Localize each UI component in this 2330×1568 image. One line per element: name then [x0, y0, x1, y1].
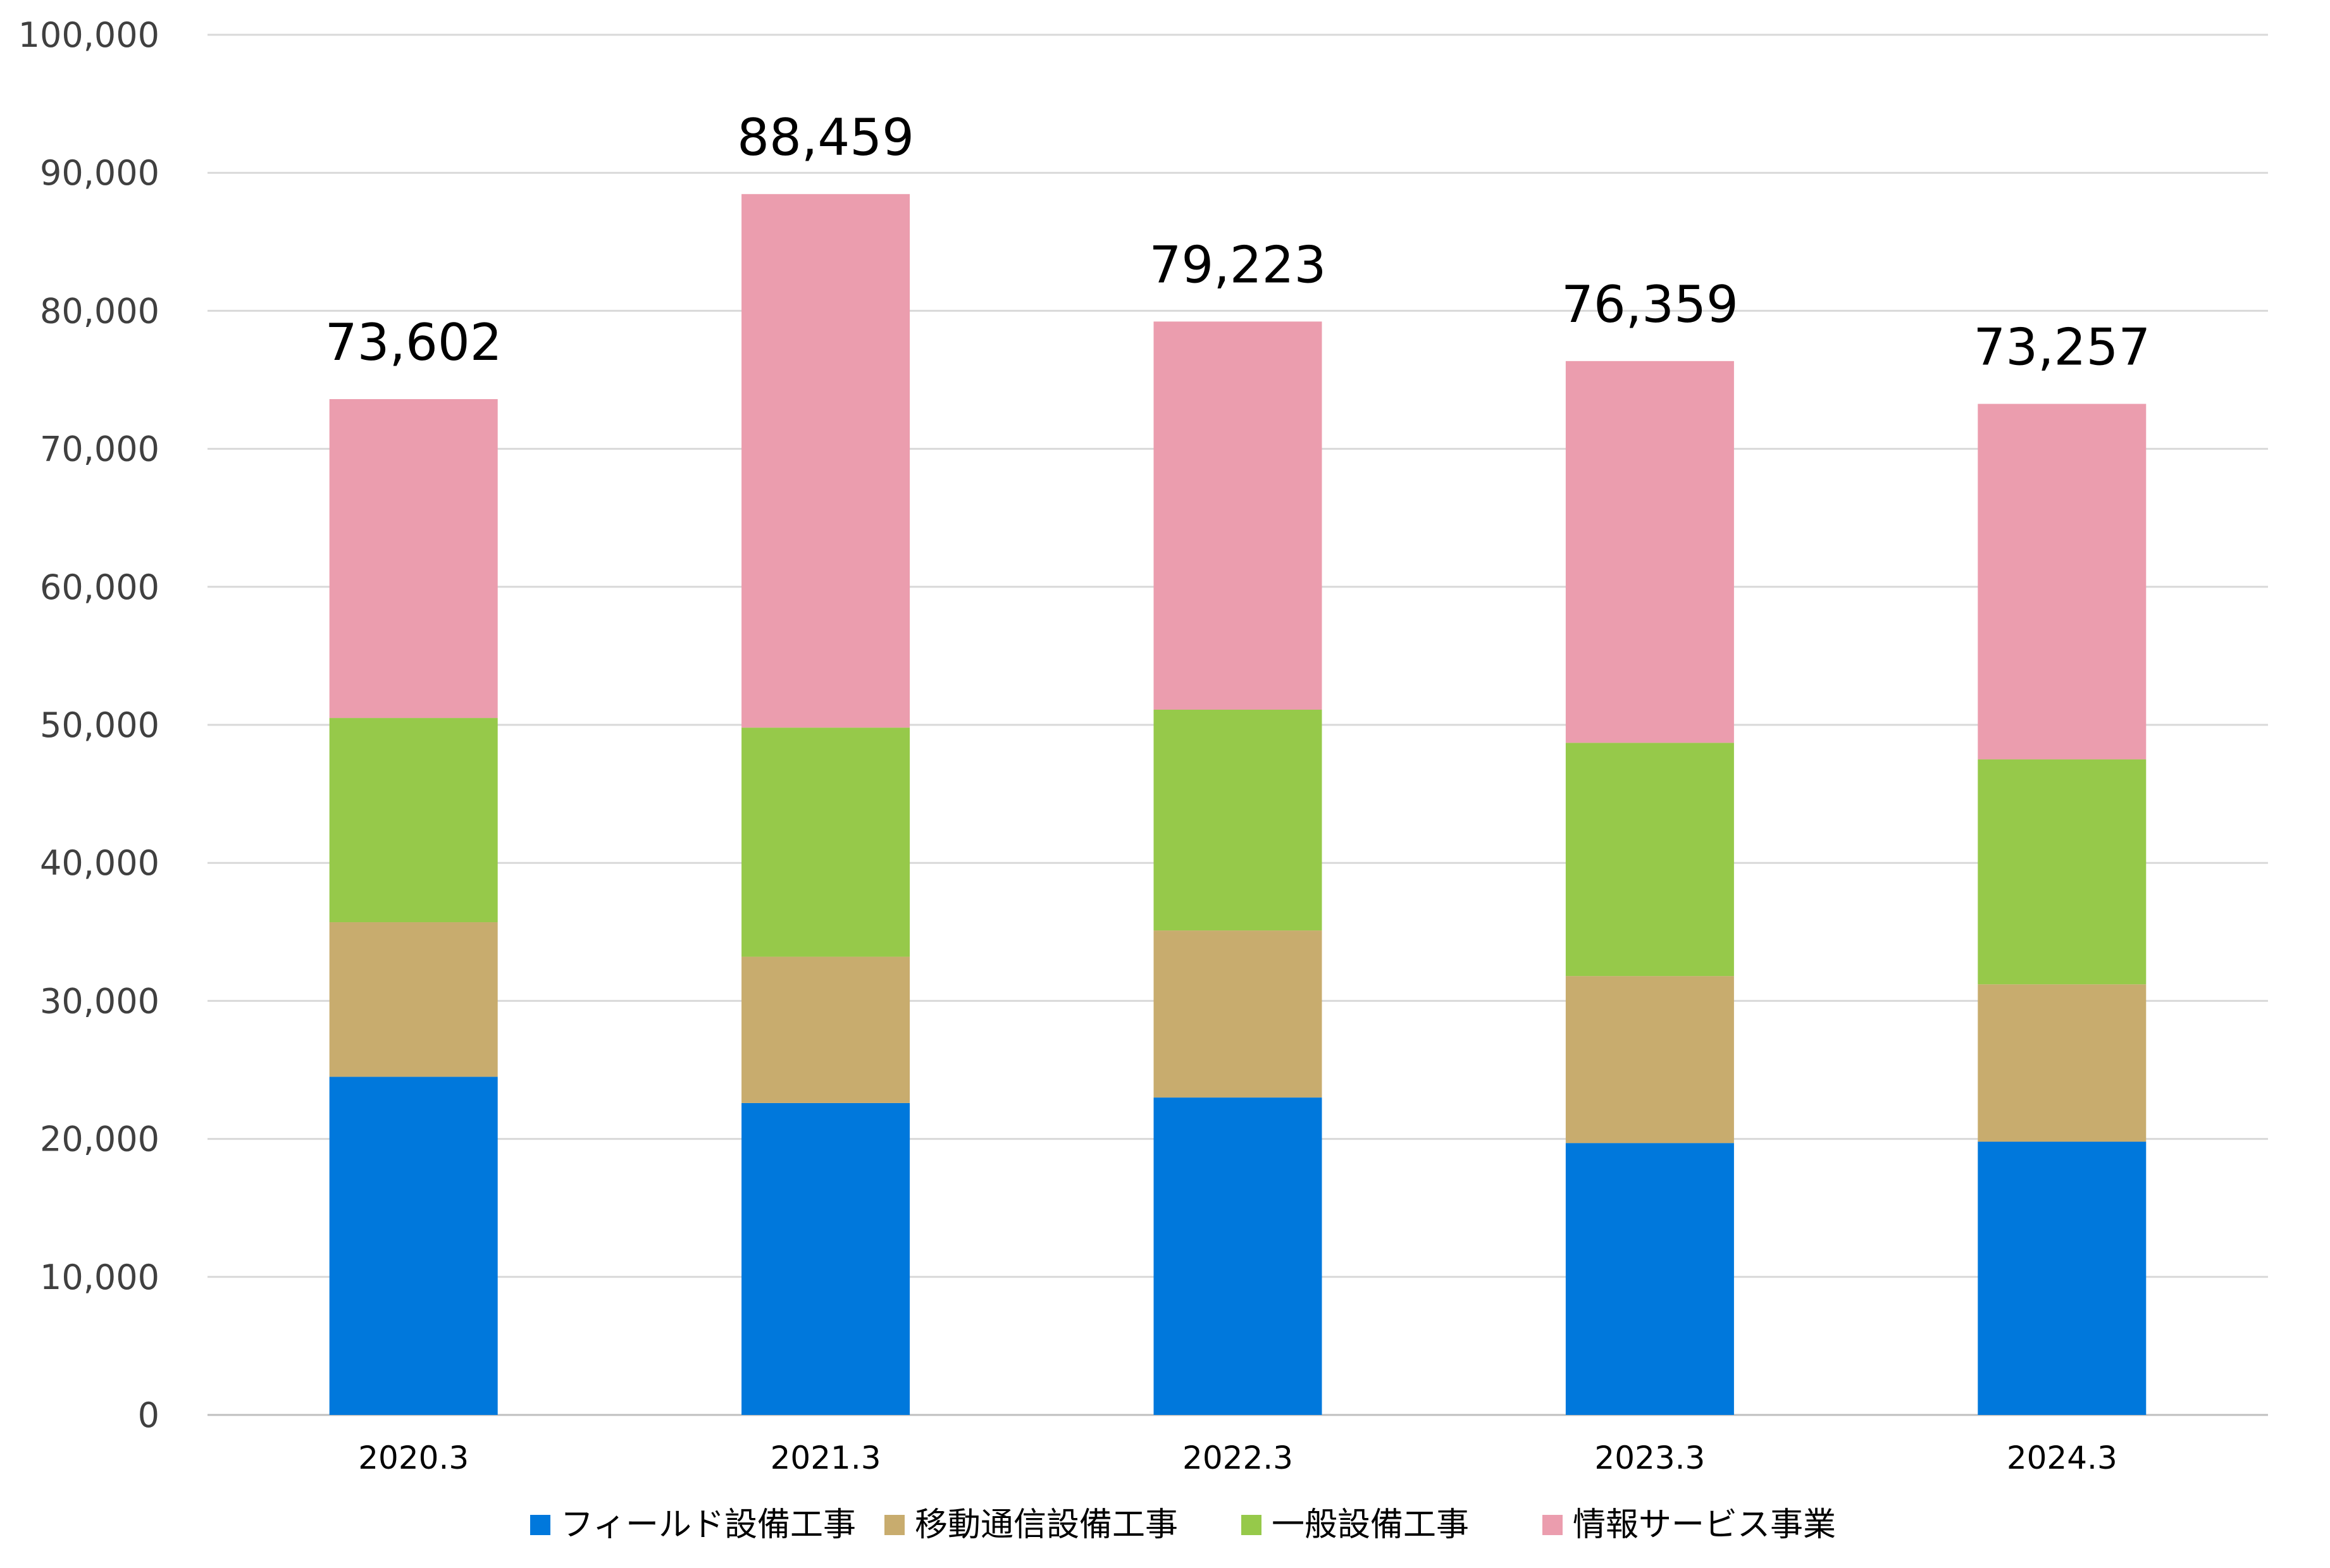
legend-label: 移動通信設備工事	[915, 1506, 1178, 1544]
bars	[329, 194, 2147, 1415]
bar-segment	[741, 194, 910, 728]
y-tick-label: 50,000	[40, 705, 159, 745]
total-label: 73,602	[325, 313, 502, 372]
x-tick-label: 2023.3	[1594, 1440, 1705, 1476]
bar-segment	[1153, 709, 1322, 931]
bar-segment	[741, 727, 910, 957]
y-tick-label: 90,000	[40, 153, 159, 193]
legend-item: 情報サービス事業	[1542, 1506, 1836, 1544]
legend-label: フィールド設備工事	[561, 1506, 856, 1544]
bar-segment	[329, 399, 498, 719]
x-tick-label: 2020.3	[358, 1440, 469, 1476]
y-tick-label: 60,000	[40, 567, 159, 607]
bar-segment	[1978, 1141, 2147, 1415]
bar-segment	[1565, 743, 1734, 977]
legend: フィールド設備工事 移動通信設備工事 一般設備工事 情報サービス事業	[530, 1506, 1836, 1544]
total-labels: 73,602 88,459 79,223 76,359 73,257	[325, 108, 2151, 377]
y-tick-label: 0	[138, 1395, 159, 1435]
total-label: 79,223	[1150, 235, 1327, 294]
legend-swatch	[530, 1515, 550, 1535]
legend-item: 一般設備工事	[1241, 1506, 1469, 1544]
bar-segment	[1565, 361, 1734, 743]
y-tick-label: 40,000	[40, 843, 159, 883]
y-tick-label: 30,000	[40, 981, 159, 1021]
bar-segment	[1978, 404, 2147, 760]
y-tick-label: 100,000	[18, 15, 159, 55]
total-label: 73,257	[1973, 318, 2150, 377]
total-label: 88,459	[737, 108, 914, 167]
bar-segment	[329, 1077, 498, 1415]
legend-item: フィールド設備工事	[530, 1506, 856, 1544]
total-label: 76,359	[1561, 275, 1738, 334]
x-axis-tick-labels: 2020.3 2021.3 2022.3 2023.3 2024.3	[358, 1440, 2117, 1476]
bar-segment	[329, 922, 498, 1077]
bar-segment	[741, 956, 910, 1103]
x-tick-label: 2024.3	[2007, 1440, 2117, 1476]
bar-segment	[1153, 1097, 1322, 1415]
y-tick-label: 70,000	[40, 429, 159, 469]
legend-swatch	[1542, 1515, 1563, 1535]
y-tick-label: 80,000	[40, 291, 159, 331]
legend-label: 一般設備工事	[1272, 1506, 1469, 1544]
legend-swatch	[1241, 1515, 1261, 1535]
legend-item: 移動通信設備工事	[884, 1506, 1178, 1544]
x-tick-label: 2021.3	[771, 1440, 881, 1476]
bar-segment	[1153, 930, 1322, 1098]
bar-segment	[741, 1102, 910, 1415]
y-tick-label: 10,000	[40, 1257, 159, 1297]
bar-segment	[329, 718, 498, 923]
legend-label: 情報サービス事業	[1573, 1506, 1836, 1544]
y-tick-label: 20,000	[40, 1120, 159, 1159]
bar-segment	[1978, 984, 2147, 1142]
bar-segment	[1565, 976, 1734, 1144]
x-tick-label: 2022.3	[1182, 1440, 1293, 1476]
bar-segment	[1153, 321, 1322, 710]
legend-swatch	[884, 1515, 905, 1535]
y-axis-tick-labels: 0 10,000 20,000 30,000 40,000 50,000 60,000 70,…	[18, 15, 159, 1435]
bar-segment	[1978, 759, 2147, 985]
bar-segment	[1565, 1143, 1734, 1415]
